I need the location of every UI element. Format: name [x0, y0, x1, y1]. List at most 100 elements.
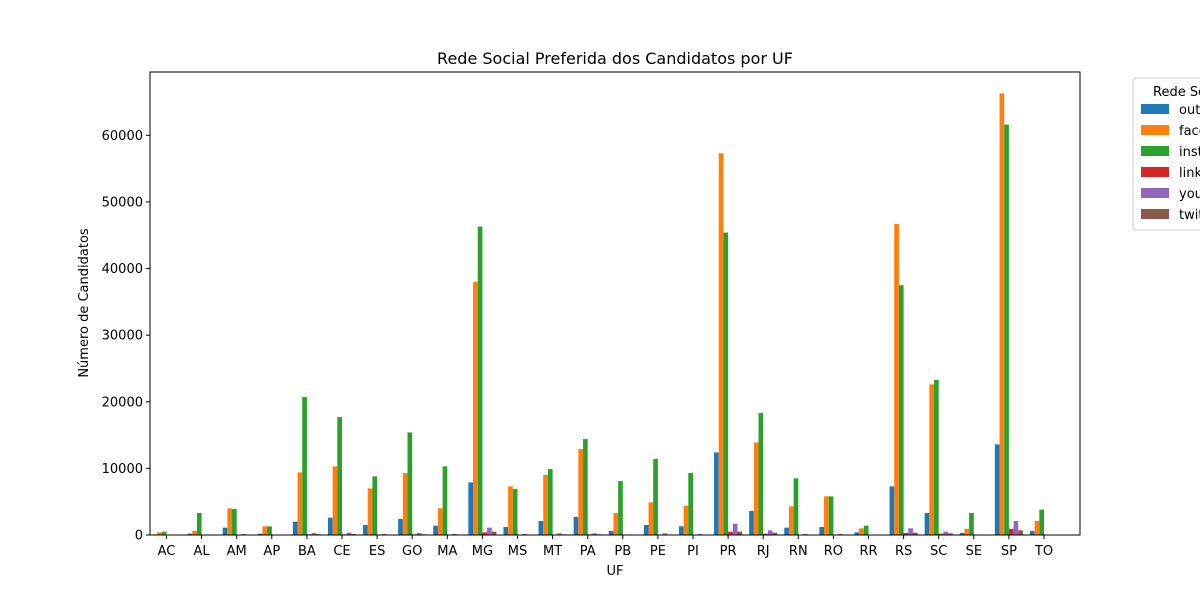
x-axis-label: UF: [607, 564, 624, 579]
legend: Rede Social outros facebook instagram linke…: [1133, 78, 1200, 230]
legend-title: Rede Social: [1153, 85, 1200, 100]
x-tick-label: GO: [402, 544, 422, 559]
bar-facebook-AP: [262, 526, 267, 535]
x-tick-label: MA: [437, 544, 457, 559]
bar-outros-RN: [784, 528, 789, 535]
bar-outros-BA: [293, 522, 298, 535]
bar-facebook-CE: [333, 466, 338, 535]
y-tick-label: 0: [135, 529, 143, 544]
bar-facebook-SE: [964, 529, 969, 535]
x-tick-label: RO: [824, 544, 843, 559]
x-tick-label: PA: [580, 544, 596, 559]
bar-outros-ES: [363, 525, 368, 535]
bar-outros-AM: [223, 528, 228, 535]
x-tick-label: AM: [227, 544, 247, 559]
bar-instagram-TO: [1039, 510, 1044, 535]
bar-facebook-BA: [298, 472, 303, 535]
bar-instagram-PB: [618, 481, 623, 535]
bar-facebook-RR: [859, 528, 864, 535]
bar-outros-PE: [644, 525, 649, 535]
x-tick-label: AC: [158, 544, 176, 559]
bar-facebook-RN: [789, 506, 794, 535]
x-tick-label: RR: [859, 544, 877, 559]
bar-instagram-RR: [864, 526, 869, 535]
chart-title: Rede Social Preferida dos Candidatos por…: [437, 49, 793, 68]
bar-facebook-MT: [543, 475, 548, 535]
legend-swatch-outros: [1141, 104, 1169, 114]
x-tick-label: RS: [895, 544, 912, 559]
bar-facebook-SP: [1000, 93, 1005, 535]
bar-twitter-SP: [1018, 530, 1023, 535]
y-tick-label: 50000: [102, 195, 143, 210]
y-tick-label: 40000: [102, 262, 143, 277]
y-tick-label: 60000: [102, 129, 143, 144]
legend-swatch-linkedin: [1141, 167, 1169, 177]
bar-instagram-MS: [513, 489, 518, 535]
x-tick-label: PR: [720, 544, 737, 559]
plot-area: [152, 93, 1058, 535]
bar-instagram-CE: [337, 417, 342, 535]
bar-instagram-SP: [1004, 125, 1009, 535]
bar-youtube-RJ: [768, 530, 773, 535]
bar-outros-SC: [925, 513, 930, 535]
bar-instagram-BA: [302, 397, 307, 535]
bar-instagram-PE: [653, 459, 658, 535]
x-tick-label: BA: [298, 544, 316, 559]
bar-facebook-AM: [227, 508, 232, 535]
bar-outros-PR: [714, 452, 719, 535]
bar-outros-TO: [1030, 531, 1035, 535]
bar-instagram-ES: [372, 476, 377, 535]
bar-instagram-PR: [723, 233, 728, 535]
x-tick-label: RN: [789, 544, 808, 559]
plot-frame: [150, 72, 1080, 535]
bar-facebook-MS: [508, 486, 513, 535]
x-tick-label: CE: [333, 544, 350, 559]
bar-instagram-SC: [934, 380, 939, 535]
bar-facebook-RJ: [754, 442, 759, 535]
bar-instagram-RN: [794, 478, 799, 535]
bar-youtube-SP: [1014, 521, 1019, 535]
bar-youtube-PR: [733, 524, 738, 535]
bar-facebook-ES: [368, 488, 373, 535]
bar-facebook-GO: [403, 473, 408, 535]
x-tick-label: SC: [930, 544, 947, 559]
x-tick-label: TO: [1034, 544, 1053, 559]
legend-label-facebook: facebook: [1179, 124, 1200, 139]
x-tick-label: MT: [543, 544, 562, 559]
bar-outros-MG: [468, 482, 473, 535]
bar-instagram-RS: [899, 285, 904, 535]
bar-instagram-MT: [548, 469, 553, 535]
bar-outros-RJ: [749, 511, 754, 535]
bar-instagram-SE: [969, 513, 974, 535]
bar-facebook-MG: [473, 282, 478, 535]
bar-instagram-PA: [583, 439, 588, 535]
bar-facebook-TO: [1035, 521, 1040, 535]
x-tick-label: PI: [687, 544, 699, 559]
bar-outros-PI: [679, 526, 684, 535]
bar-facebook-PA: [578, 449, 583, 535]
bar-outros-PB: [609, 531, 614, 535]
bar-instagram-RO: [829, 496, 834, 535]
bar-facebook-PR: [719, 153, 724, 535]
bar-outros-CE: [328, 518, 333, 535]
bar-outros-MT: [539, 521, 544, 535]
legend-swatch-instagram: [1141, 146, 1169, 156]
bar-facebook-RO: [824, 496, 829, 535]
bar-facebook-PI: [684, 506, 689, 535]
x-tick-label: ES: [369, 544, 385, 559]
bar-outros-MA: [433, 526, 438, 535]
bar-outros-RO: [819, 527, 824, 535]
bar-instagram-AM: [232, 509, 237, 535]
legend-label-linkedin: linkedin: [1179, 166, 1200, 181]
x-tick-label: SE: [966, 544, 982, 559]
bar-instagram-AP: [267, 526, 272, 535]
bar-facebook-MA: [438, 508, 443, 535]
bar-youtube-RS: [908, 528, 913, 535]
bar-outros-MS: [503, 527, 508, 535]
y-tick-label: 30000: [102, 329, 143, 344]
bar-facebook-SC: [929, 384, 934, 535]
bar-outros-SP: [995, 444, 1000, 535]
bar-instagram-RJ: [759, 413, 764, 535]
x-tick-label: SP: [1001, 544, 1017, 559]
